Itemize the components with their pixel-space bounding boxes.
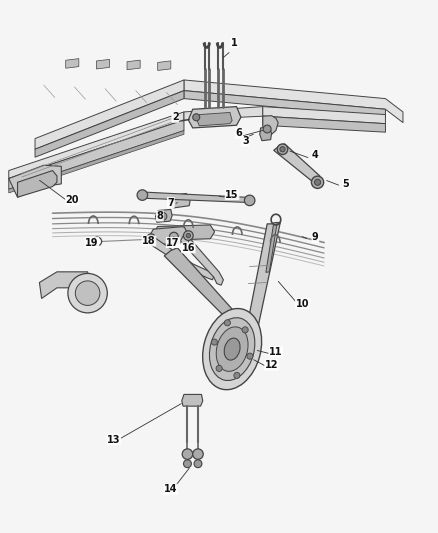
- Circle shape: [93, 237, 102, 246]
- Polygon shape: [164, 248, 234, 320]
- Circle shape: [75, 281, 100, 305]
- Text: 20: 20: [66, 195, 79, 205]
- Polygon shape: [184, 91, 385, 117]
- Ellipse shape: [203, 309, 261, 390]
- Polygon shape: [149, 227, 188, 245]
- Polygon shape: [170, 193, 191, 208]
- Polygon shape: [184, 80, 403, 123]
- Circle shape: [263, 125, 271, 133]
- Text: 1: 1: [231, 38, 238, 47]
- Text: 19: 19: [85, 238, 99, 247]
- Polygon shape: [260, 127, 272, 141]
- Circle shape: [159, 213, 167, 220]
- Circle shape: [147, 234, 155, 243]
- Polygon shape: [140, 192, 250, 203]
- Polygon shape: [184, 107, 263, 120]
- Polygon shape: [266, 222, 277, 272]
- Ellipse shape: [224, 338, 240, 360]
- Circle shape: [184, 460, 191, 467]
- Circle shape: [193, 114, 200, 121]
- Circle shape: [224, 320, 230, 326]
- Circle shape: [247, 353, 253, 359]
- Text: 3: 3: [242, 136, 249, 146]
- Text: 8: 8: [156, 211, 163, 221]
- Circle shape: [234, 373, 240, 378]
- Circle shape: [242, 327, 248, 333]
- Polygon shape: [158, 61, 171, 70]
- Circle shape: [193, 449, 203, 459]
- Polygon shape: [9, 112, 184, 179]
- Polygon shape: [9, 120, 184, 189]
- Circle shape: [211, 339, 217, 345]
- Text: 15: 15: [226, 190, 239, 199]
- Text: 11: 11: [269, 347, 283, 357]
- Text: 5: 5: [343, 179, 350, 189]
- Text: 9: 9: [312, 232, 319, 242]
- Text: 16: 16: [182, 243, 195, 253]
- Polygon shape: [39, 272, 90, 298]
- Text: 7: 7: [167, 198, 174, 207]
- Polygon shape: [155, 209, 172, 222]
- Polygon shape: [149, 236, 215, 280]
- Polygon shape: [35, 80, 184, 149]
- Text: 12: 12: [265, 360, 278, 370]
- Circle shape: [277, 144, 288, 155]
- Text: 10: 10: [296, 299, 309, 309]
- Polygon shape: [263, 116, 385, 132]
- Text: 4: 4: [312, 150, 319, 159]
- Circle shape: [244, 195, 255, 206]
- Text: 13: 13: [107, 435, 120, 445]
- Polygon shape: [96, 59, 110, 69]
- Polygon shape: [66, 59, 79, 68]
- Text: 17: 17: [166, 238, 180, 247]
- Circle shape: [186, 233, 191, 238]
- Polygon shape: [180, 235, 223, 285]
- Polygon shape: [274, 144, 320, 184]
- Circle shape: [194, 460, 202, 467]
- Polygon shape: [127, 60, 140, 70]
- Ellipse shape: [209, 318, 255, 381]
- Polygon shape: [9, 165, 61, 197]
- Polygon shape: [182, 394, 203, 406]
- Polygon shape: [197, 112, 232, 126]
- Polygon shape: [188, 107, 241, 128]
- Polygon shape: [35, 91, 184, 157]
- Ellipse shape: [216, 327, 248, 372]
- Circle shape: [184, 231, 193, 240]
- Circle shape: [280, 147, 285, 152]
- Circle shape: [68, 273, 107, 313]
- Text: 18: 18: [142, 236, 156, 246]
- Circle shape: [311, 176, 324, 189]
- Circle shape: [137, 190, 148, 200]
- Text: 14: 14: [164, 484, 177, 494]
- Polygon shape: [18, 171, 57, 197]
- Polygon shape: [247, 222, 280, 327]
- Circle shape: [216, 365, 222, 372]
- Polygon shape: [9, 131, 184, 193]
- Circle shape: [170, 232, 178, 241]
- Circle shape: [182, 449, 193, 459]
- Polygon shape: [153, 225, 215, 240]
- Circle shape: [314, 179, 321, 185]
- Polygon shape: [263, 107, 385, 124]
- Text: 6: 6: [235, 128, 242, 138]
- Text: 2: 2: [172, 112, 179, 122]
- Polygon shape: [263, 116, 278, 134]
